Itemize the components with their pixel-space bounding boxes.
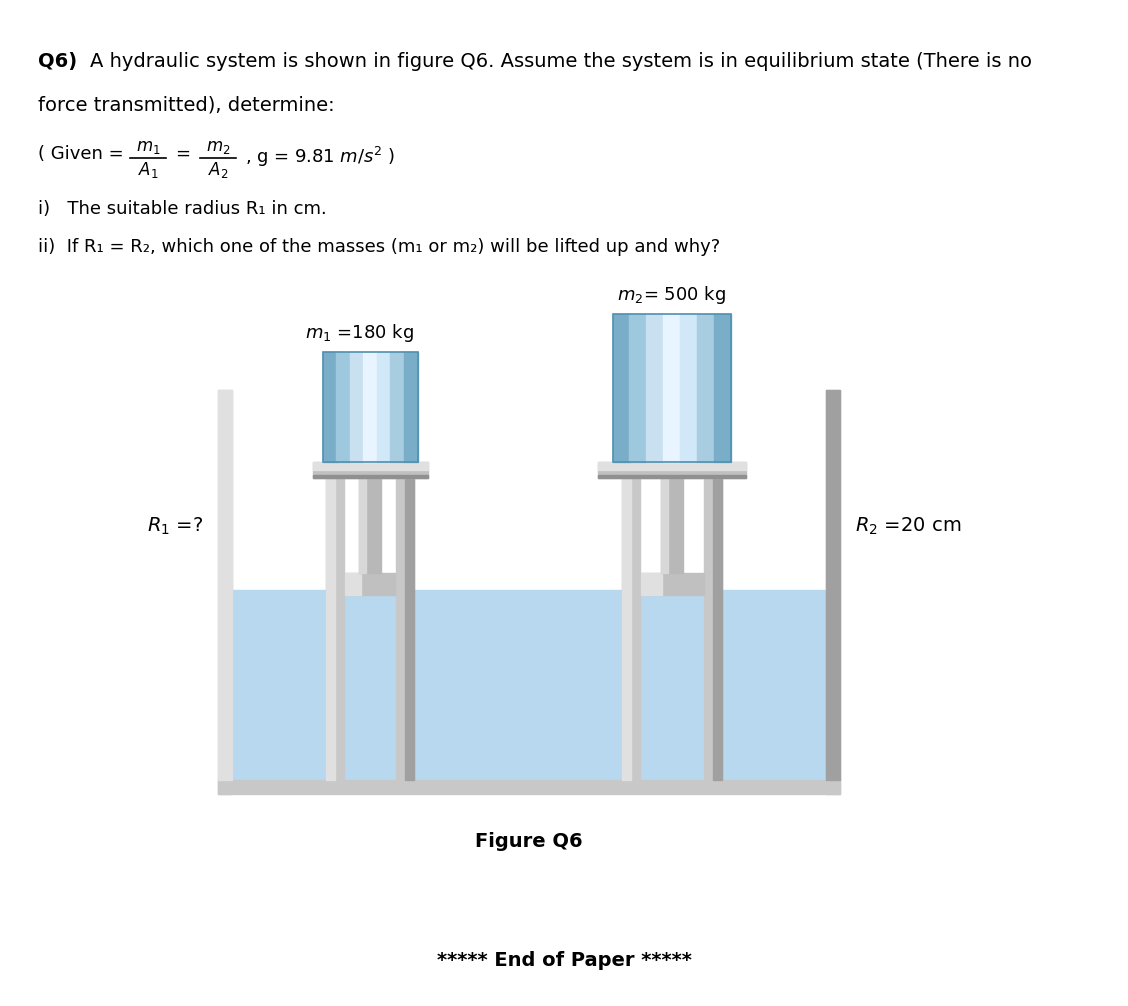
Bar (405, 390, 414, 780)
Bar (326, 390, 344, 780)
Text: , g = 9.81 $m/s^2$ ): , g = 9.81 $m/s^2$ ) (245, 145, 395, 169)
Bar (218, 390, 232, 780)
Bar (363, 352, 377, 462)
Text: force transmitted), determine:: force transmitted), determine: (38, 95, 335, 114)
Bar (826, 390, 840, 794)
Text: Figure Q6: Figure Q6 (475, 832, 583, 851)
Bar (697, 314, 714, 462)
Bar (218, 390, 232, 794)
Bar (218, 780, 840, 794)
Bar (404, 352, 418, 462)
Text: =: = (175, 145, 190, 163)
Bar (826, 390, 840, 780)
Bar (377, 352, 391, 462)
Bar (598, 475, 746, 478)
Text: Q6): Q6) (38, 52, 77, 71)
Bar (396, 390, 414, 780)
Bar (704, 390, 722, 780)
Bar (598, 462, 746, 478)
Text: $R_1$ =?: $R_1$ =? (147, 515, 203, 536)
Text: $m_2$: $m_2$ (205, 138, 230, 156)
Bar (713, 390, 722, 780)
Bar (359, 478, 381, 573)
Bar (613, 314, 631, 462)
Text: ( Given =: ( Given = (38, 145, 124, 163)
Bar (359, 478, 365, 573)
Bar (663, 314, 680, 462)
Bar (336, 352, 350, 462)
Bar (345, 573, 361, 595)
Bar (323, 352, 337, 462)
Text: $m_2$= 500 kg: $m_2$= 500 kg (617, 284, 726, 306)
Text: ii)  If R₁ = R₂, which one of the masses (m₁ or m₂) will be lifted up and why?: ii) If R₁ = R₂, which one of the masses … (38, 238, 721, 256)
Bar (680, 314, 697, 462)
Bar (344, 590, 396, 780)
Bar (646, 314, 663, 462)
Text: i)   The suitable radius R₁ in cm.: i) The suitable radius R₁ in cm. (38, 200, 327, 218)
Bar (312, 475, 428, 478)
Bar (232, 590, 826, 780)
Bar (622, 390, 631, 780)
Bar (345, 573, 395, 595)
Bar (312, 462, 428, 470)
Bar (598, 462, 746, 470)
Text: $A_2$: $A_2$ (208, 160, 228, 180)
Text: $A_1$: $A_1$ (138, 160, 158, 180)
Text: $R_2$ =20 cm: $R_2$ =20 cm (855, 515, 961, 536)
Bar (661, 478, 682, 573)
Bar (640, 590, 705, 780)
Text: $m_1$ =180 kg: $m_1$ =180 kg (306, 322, 415, 344)
Text: A hydraulic system is shown in figure Q6. Assume the system is in equilibrium st: A hydraulic system is shown in figure Q6… (90, 52, 1032, 71)
Bar (390, 352, 404, 462)
Bar (714, 314, 731, 462)
Text: $m_1$: $m_1$ (135, 138, 160, 156)
Bar (350, 352, 364, 462)
Bar (323, 352, 418, 462)
Bar (661, 478, 668, 573)
Bar (641, 573, 704, 595)
Bar (613, 314, 731, 462)
Bar (629, 314, 646, 462)
Bar (622, 390, 640, 780)
Bar (312, 462, 428, 478)
Text: ***** End of Paper *****: ***** End of Paper ***** (437, 951, 691, 970)
Bar (326, 390, 335, 780)
Bar (641, 573, 662, 595)
